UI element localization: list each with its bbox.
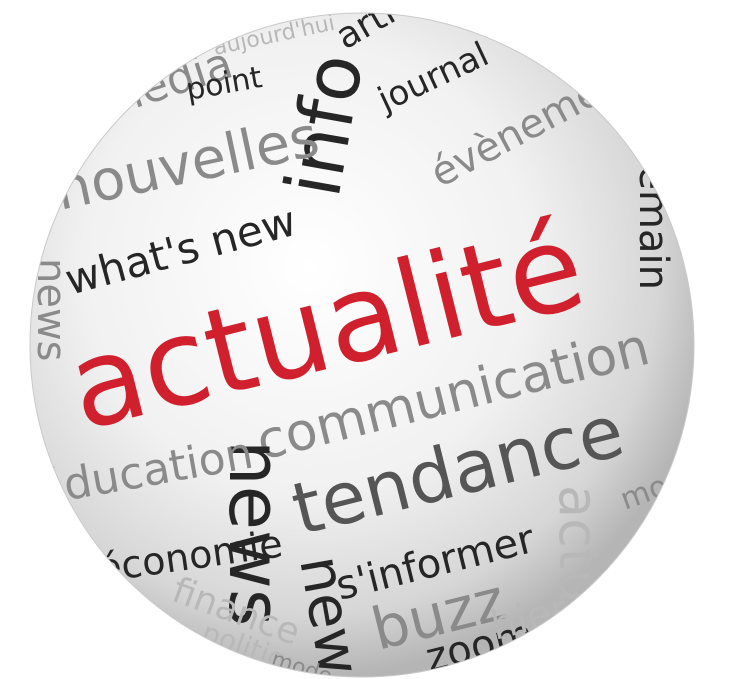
word-news-vertical: news <box>213 440 297 626</box>
word-demain: demain <box>630 140 676 290</box>
sphere-rim <box>29 12 695 678</box>
sphere-body <box>30 13 694 677</box>
word-actu: actu <box>547 485 610 603</box>
